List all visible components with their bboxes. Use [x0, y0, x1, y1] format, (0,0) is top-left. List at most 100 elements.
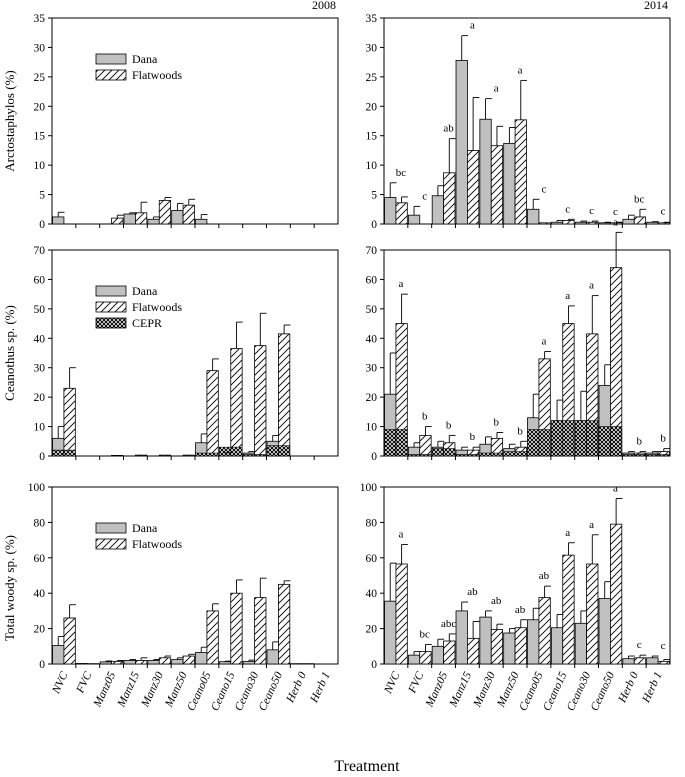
bar-flatwoods [254, 597, 267, 665]
bar-cepr [610, 426, 623, 457]
bar-flatwoods [63, 387, 76, 457]
bar-dana [242, 660, 255, 665]
y-tick-label: 80 [34, 517, 46, 529]
bar-dana [52, 645, 65, 665]
significance-letter: b [637, 436, 643, 448]
significance-letter: c [422, 190, 427, 202]
x-tick-label: NVC [382, 670, 403, 697]
y-tick-label: 40 [366, 588, 378, 600]
bar-dana [550, 221, 564, 225]
significance-letter: a [565, 290, 570, 302]
legend: Dana Flatwoods CEPR [95, 284, 182, 330]
y-tick-label: 10 [366, 422, 378, 434]
x-tick-label: Manz50 [163, 670, 190, 710]
significance-letter: b [660, 433, 666, 445]
bar-flatwoods [467, 637, 480, 665]
bar-cepr [633, 454, 646, 457]
bar-flatwoods [395, 202, 408, 225]
y-tick-label: 70 [366, 245, 378, 257]
bar-cepr [266, 445, 279, 457]
significance-letter: a [518, 64, 523, 76]
x-tick-label: Ceano50 [589, 670, 618, 713]
bar-cepr [586, 420, 599, 457]
bar-dana [195, 652, 208, 665]
bar-flatwoods [467, 150, 480, 225]
bar-dana [479, 616, 492, 665]
bar-flatwoods [657, 660, 670, 665]
bar-flatwoods [395, 563, 408, 665]
bar-dana [550, 627, 564, 665]
significance-letter: a [494, 83, 499, 95]
x-tick-label: Manz30 [139, 670, 166, 710]
bar-cepr [527, 429, 540, 457]
bar-cepr [551, 420, 564, 457]
bar-flatwoods [111, 660, 124, 665]
bar-flatwoods [278, 583, 291, 665]
bar-dana [123, 660, 136, 665]
y-tick-label: 100 [28, 482, 46, 494]
x-tick-label: FVC [406, 670, 427, 696]
bar-flatwoods [419, 651, 432, 665]
legend-label-flatwoods: Flatwoods [132, 300, 182, 314]
plot-frame [51, 17, 339, 225]
bar-cepr [455, 454, 468, 457]
bar-cepr [395, 429, 408, 457]
significance-letter: a [398, 529, 403, 541]
significance-letter: a [613, 483, 618, 495]
y-tick-label: 35 [366, 13, 378, 25]
bar-cepr [431, 448, 444, 457]
y-tick-label: 60 [34, 553, 46, 565]
bar-flatwoods [254, 345, 267, 457]
bar-dana [147, 660, 160, 665]
bar-dana [503, 142, 516, 225]
bar-cepr [278, 445, 291, 457]
bar-flatwoods [278, 333, 291, 457]
y-tick-label: 5 [371, 190, 377, 202]
bar-cepr [657, 454, 670, 457]
bar-flatwoods [182, 204, 195, 225]
bar-dana [503, 632, 516, 665]
bar-flatwoods [490, 145, 504, 225]
bar-flatwoods [538, 597, 551, 665]
bar-flatwoods [443, 640, 456, 665]
bar-cepr [443, 448, 456, 457]
significance-letter: a [565, 527, 570, 539]
bar-cepr [514, 451, 527, 457]
panel-ceanothus-2014: 0 10 20 30 40 50 60 70 a b b b b b a a a a b b [366, 216, 671, 463]
bar-flatwoods [586, 221, 599, 225]
plot-frame [51, 486, 339, 665]
y-tick-label: 20 [34, 624, 46, 636]
significance-letter: c [589, 205, 594, 217]
legend-swatch-flatwoods [95, 301, 127, 313]
significance-letter: b [494, 416, 500, 428]
y-tick-label: 60 [366, 274, 378, 286]
y-tick-label: 0 [371, 451, 377, 463]
legend-label-dana: Dana [132, 52, 158, 66]
bar-dana [479, 118, 492, 225]
significance-letter: bc [396, 167, 407, 179]
y-tick-label: 5 [39, 190, 45, 202]
ylabel-arctostaphylos: Arctostaphylos (%) [2, 70, 17, 171]
bar-flatwoods [443, 172, 456, 225]
bar-dana [99, 661, 112, 665]
bar-dana [384, 197, 397, 225]
bar-cepr [467, 454, 480, 457]
bar-flatwoods [111, 455, 124, 457]
y-tick-label: 30 [366, 42, 378, 54]
significance-letter: c [541, 183, 546, 195]
bar-cepr [242, 454, 255, 457]
x-tick-label: NVC [50, 670, 71, 697]
significance-letter: ab [491, 595, 502, 607]
bar-dana [195, 218, 208, 225]
significance-letter: abc [441, 618, 456, 630]
panels: 0 5 10 15 20 25 30 35 Dana Flatwoods 0 5 10 15 20 25 30 3… [28, 13, 671, 713]
bar-flatwoods [135, 212, 148, 225]
y-tick-label: 20 [366, 392, 378, 404]
bar-cepr [206, 452, 219, 457]
legend-label-flatwoods: Flatwoods [132, 68, 182, 82]
bar-flatwoods [633, 216, 647, 225]
bar-flatwoods [610, 523, 623, 665]
bar-cepr [538, 429, 551, 457]
